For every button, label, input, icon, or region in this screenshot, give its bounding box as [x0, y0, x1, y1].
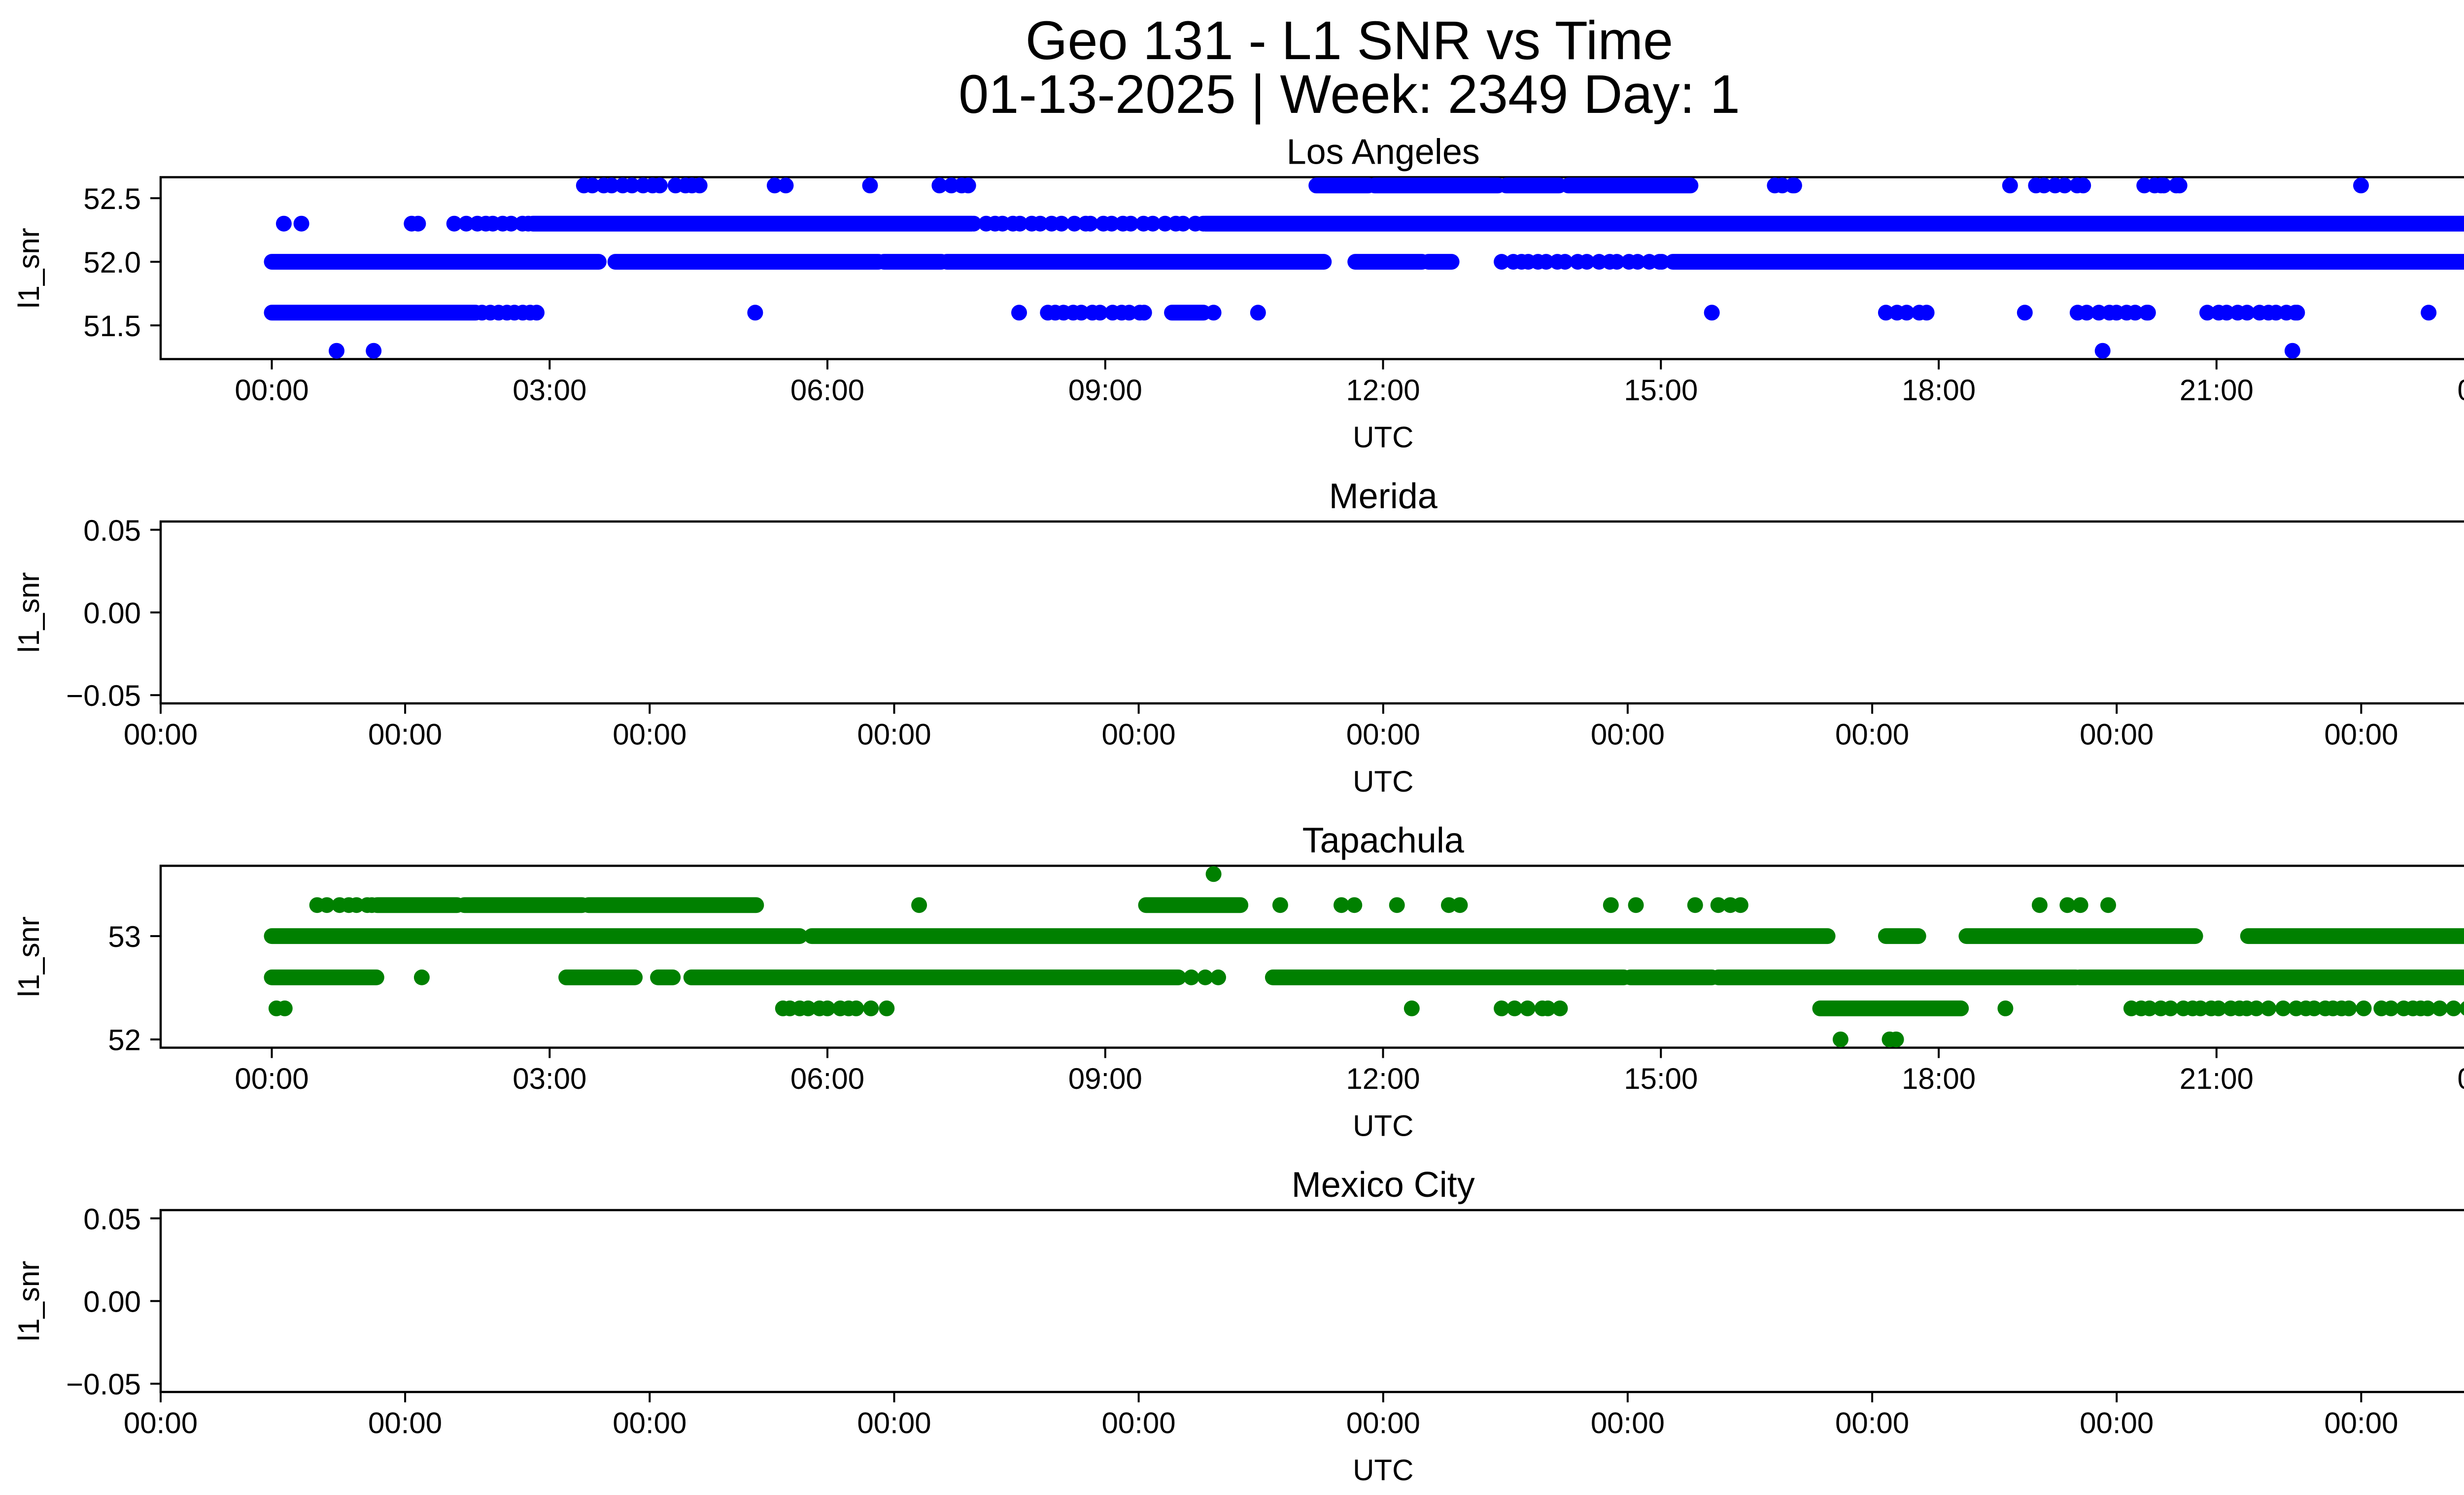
svg-text:00:00: 00:00 [613, 718, 686, 751]
svg-text:00:00: 00:00 [2458, 1062, 2464, 1095]
svg-text:UTC: UTC [1353, 765, 1413, 798]
svg-text:Mexico City: Mexico City [1292, 1165, 1475, 1205]
svg-text:UTC: UTC [1353, 421, 1413, 454]
svg-text:00:00: 00:00 [1346, 1407, 1420, 1440]
svg-text:00:00: 00:00 [2324, 1407, 2398, 1440]
svg-text:00:00: 00:00 [368, 718, 442, 751]
svg-text:00:00: 00:00 [124, 1407, 198, 1440]
svg-text:UTC: UTC [1353, 1454, 1413, 1487]
svg-text:Tapachula: Tapachula [1302, 821, 1465, 861]
svg-text:51.5: 51.5 [83, 310, 141, 343]
svg-text:00:00: 00:00 [1102, 718, 1176, 751]
svg-text:l1_snr: l1_snr [12, 1261, 45, 1341]
svg-text:06:00: 06:00 [790, 374, 864, 407]
svg-text:21:00: 21:00 [2180, 374, 2254, 407]
svg-text:0.05: 0.05 [83, 514, 141, 547]
svg-text:52.0: 52.0 [83, 246, 141, 279]
svg-text:09:00: 09:00 [1068, 1062, 1142, 1095]
svg-text:52: 52 [108, 1024, 141, 1057]
svg-text:00:00: 00:00 [2080, 1407, 2154, 1440]
svg-text:00:00: 00:00 [1346, 718, 1420, 751]
svg-text:06:00: 06:00 [790, 1062, 864, 1095]
svg-text:00:00: 00:00 [857, 718, 931, 751]
svg-text:00:00: 00:00 [2458, 374, 2464, 407]
svg-text:21:00: 21:00 [2180, 1062, 2254, 1095]
svg-text:52.5: 52.5 [83, 182, 141, 215]
svg-text:00:00: 00:00 [2324, 718, 2398, 751]
svg-text:00:00: 00:00 [1591, 718, 1665, 751]
svg-text:00:00: 00:00 [857, 1407, 931, 1440]
svg-text:00:00: 00:00 [368, 1407, 442, 1440]
svg-text:0.00: 0.00 [83, 597, 141, 630]
svg-text:15:00: 15:00 [1624, 374, 1698, 407]
svg-text:00:00: 00:00 [1591, 1407, 1665, 1440]
svg-text:03:00: 03:00 [513, 374, 586, 407]
svg-text:00:00: 00:00 [613, 1407, 686, 1440]
svg-text:l1_snr: l1_snr [12, 228, 45, 308]
svg-text:l1_snr: l1_snr [12, 572, 45, 653]
svg-text:12:00: 12:00 [1346, 1062, 1420, 1095]
svg-text:15:00: 15:00 [1624, 1062, 1698, 1095]
svg-text:Los Angeles: Los Angeles [1287, 133, 1480, 172]
svg-text:00:00: 00:00 [1835, 718, 1909, 751]
svg-text:09:00: 09:00 [1068, 374, 1142, 407]
svg-text:−0.05: −0.05 [66, 679, 141, 712]
svg-text:l1_snr: l1_snr [12, 916, 45, 997]
svg-text:00:00: 00:00 [2080, 718, 2154, 751]
svg-text:00:00: 00:00 [1835, 1407, 1909, 1440]
svg-text:18:00: 18:00 [1902, 374, 1976, 407]
svg-text:00:00: 00:00 [235, 374, 308, 407]
svg-text:Geo 131 - L1 SNR vs Time: Geo 131 - L1 SNR vs Time [1026, 10, 1673, 71]
svg-text:UTC: UTC [1353, 1110, 1413, 1143]
svg-text:0.05: 0.05 [83, 1203, 141, 1236]
svg-text:00:00: 00:00 [1102, 1407, 1176, 1440]
svg-text:18:00: 18:00 [1902, 1062, 1976, 1095]
svg-text:01-13-2025 | Week: 2349 Day: 1: 01-13-2025 | Week: 2349 Day: 1 [958, 64, 1740, 125]
svg-text:12:00: 12:00 [1346, 374, 1420, 407]
svg-text:0.00: 0.00 [83, 1286, 141, 1319]
svg-text:00:00: 00:00 [235, 1062, 308, 1095]
svg-text:53: 53 [108, 920, 141, 953]
svg-text:00:00: 00:00 [124, 718, 198, 751]
svg-text:−0.05: −0.05 [66, 1368, 141, 1401]
svg-text:Merida: Merida [1329, 477, 1438, 516]
svg-text:03:00: 03:00 [513, 1062, 586, 1095]
